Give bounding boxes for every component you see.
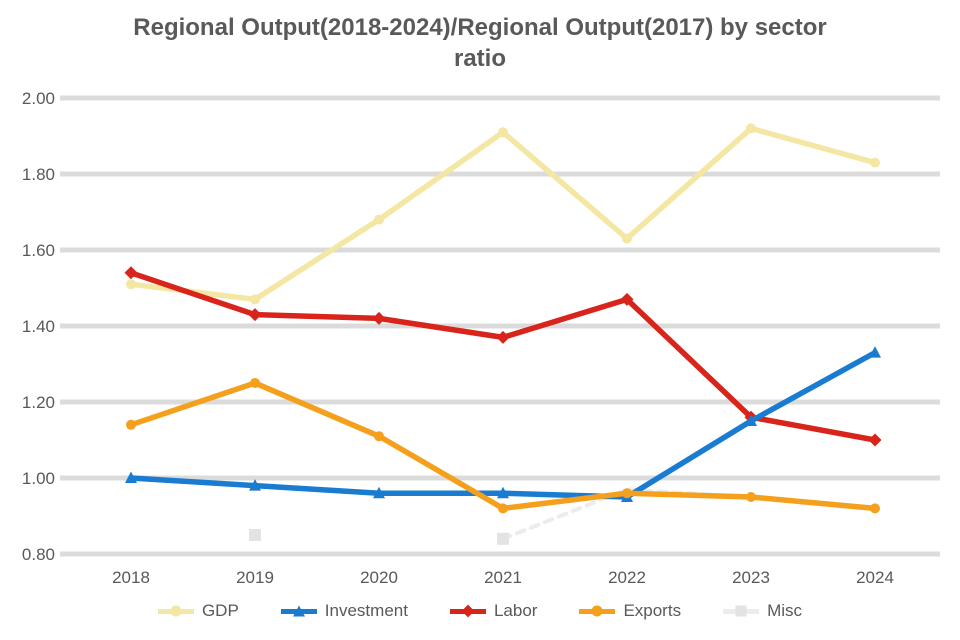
legend-label: Investment — [324, 601, 408, 620]
chart-title-line2: ratio — [453, 45, 506, 72]
series-marker-labor — [248, 308, 262, 322]
series-marker-exports — [746, 492, 756, 502]
series-marker-labor — [620, 292, 634, 306]
series-marker-gdp — [498, 127, 508, 138]
series-marker-misc — [497, 532, 509, 545]
series-line-gdp — [128, 125, 878, 303]
legend-label: GDP — [201, 601, 239, 620]
series-line-investment — [128, 349, 878, 500]
series-marker-gdp — [870, 157, 880, 168]
legend-item-investment: Investment — [280, 601, 408, 621]
series-marker-investment — [373, 486, 385, 499]
series-marker-labor — [868, 433, 882, 447]
y-tick-label: 0.80 — [22, 545, 55, 564]
legend-line-swatch — [723, 605, 760, 617]
legend-item-exports: Exports — [579, 601, 681, 621]
y-tick-label: 2.00 — [22, 89, 55, 108]
x-tick-label: 2018 — [112, 568, 150, 587]
y-tick-label: 1.00 — [22, 469, 55, 488]
series-marker-investment — [745, 414, 757, 426]
legend-item-labor: Labor — [449, 601, 538, 621]
series-marker-investment — [869, 346, 881, 358]
legend-line-swatch — [579, 605, 616, 617]
series-marker-gdp — [250, 294, 260, 305]
y-tick-label: 1.40 — [22, 317, 55, 336]
legend-line-swatch — [449, 604, 486, 618]
series-marker-exports — [374, 431, 384, 442]
series-marker-labor — [496, 330, 510, 344]
circle-marker-icon — [170, 605, 182, 617]
legend-line-swatch — [157, 605, 194, 617]
series-marker-investment — [497, 486, 509, 499]
chart-legend: GDP Investment Labor Exports Misc — [0, 601, 960, 621]
legend-label: Labor — [493, 601, 538, 620]
x-tick-label: 2020 — [360, 568, 398, 587]
triangle-marker-icon — [292, 605, 305, 617]
series-marker-misc — [249, 529, 261, 541]
series-marker-gdp — [126, 279, 136, 290]
x-tick-label: 2023 — [732, 568, 770, 587]
series-marker-exports — [250, 378, 260, 388]
x-tick-label: 2021 — [484, 568, 522, 587]
square-marker-icon — [735, 605, 747, 617]
series-marker-labor — [124, 266, 138, 280]
legend-item-gdp: GDP — [157, 601, 239, 621]
legend-line-swatch — [280, 605, 317, 617]
x-tick-label: 2024 — [856, 568, 894, 587]
series-marker-investment — [249, 479, 261, 491]
y-tick-label: 1.20 — [22, 393, 55, 412]
chart-title-line1: Regional Output(2018-2024)/Regional Outp… — [133, 14, 827, 41]
legend-item-misc: Misc — [723, 601, 802, 621]
chart-title: Regional Output(2018-2024)/Regional Outp… — [0, 12, 960, 74]
series-marker-gdp — [746, 123, 756, 134]
series-marker-labor — [372, 311, 386, 325]
y-tick-label: 1.60 — [22, 241, 55, 260]
series-marker-gdp — [622, 233, 632, 244]
series-marker-exports — [622, 488, 632, 499]
series-marker-exports — [870, 503, 880, 514]
x-tick-label: 2022 — [608, 568, 646, 587]
series-marker-investment — [125, 471, 137, 483]
diamond-marker-icon — [461, 604, 475, 618]
legend-label: Misc — [767, 601, 803, 620]
x-tick-label: 2019 — [236, 568, 274, 587]
circle-marker-icon — [591, 605, 603, 617]
series-marker-exports — [126, 419, 136, 430]
y-tick-label: 1.80 — [22, 165, 55, 184]
legend-label: Exports — [623, 601, 682, 620]
series-marker-exports — [498, 503, 508, 514]
series-marker-gdp — [374, 214, 384, 225]
